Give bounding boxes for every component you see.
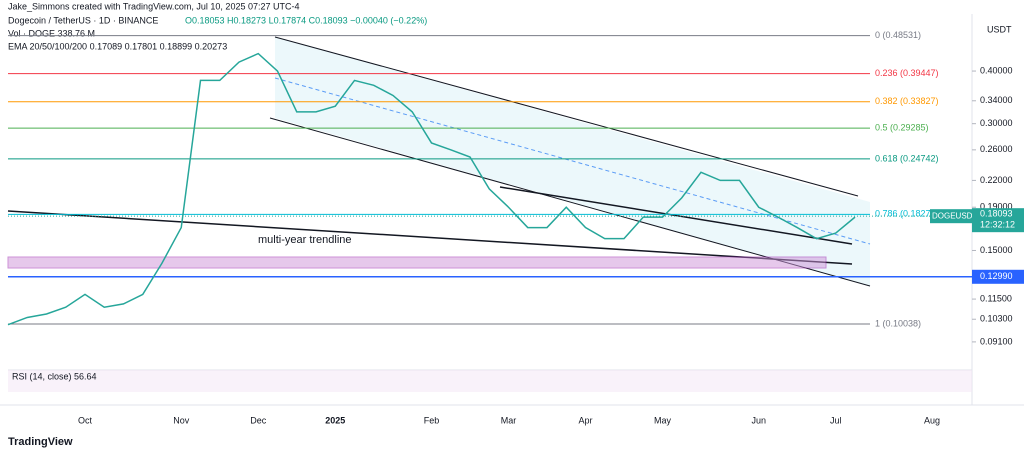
y-tick-label: 0.26000 — [980, 144, 1013, 154]
y-tick-label: 0.40000 — [980, 65, 1013, 75]
ohlc: O0.18053 H0.18273 L0.17874 C0.18093 −0.0… — [185, 15, 427, 25]
rsi-band — [8, 370, 972, 392]
ticker: DOGEUSDT — [932, 211, 977, 220]
fib-label: 1 (0.10038) — [875, 318, 921, 328]
channel-top — [274, 36, 859, 197]
trendline-2 — [499, 186, 853, 245]
y-tick-label: 0.22000 — [980, 175, 1013, 185]
fib-label: 0.618 (0.24742) — [875, 153, 939, 163]
annotation: multi-year trendline — [258, 234, 352, 246]
x-tick-label: Apr — [578, 415, 592, 425]
y-tick-label: 0.19000 — [980, 202, 1013, 212]
drawings — [7, 36, 871, 287]
credit: Jake_Simmons created with TradingView.co… — [8, 1, 299, 11]
price-line — [7, 52, 856, 326]
x-tick-label: Jul — [830, 415, 842, 425]
rsi: RSI (14, close) 56.64 — [12, 371, 97, 381]
x-tick-label: Nov — [173, 415, 190, 425]
symbol: Dogecoin / TetherUS · 1D · BINANCE — [8, 15, 158, 25]
brand: TradingView — [8, 436, 73, 448]
x-tick-label: 2025 — [325, 415, 345, 425]
ticker-tag — [930, 209, 972, 224]
x-tick-label: Feb — [424, 415, 440, 425]
x-tick-label: May — [654, 415, 672, 425]
x-tick-label: Aug — [924, 415, 940, 425]
y-tick-label: 0.15000 — [980, 245, 1013, 255]
x-tick-label: Dec — [250, 415, 267, 425]
support-tag — [972, 269, 1024, 284]
support-label: 0.12990 — [980, 271, 1013, 281]
y-tick-label: 0.10300 — [980, 314, 1013, 324]
y-tick-label: 0.30000 — [980, 118, 1013, 128]
x-tick-label: Jun — [751, 415, 766, 425]
price-tag — [972, 208, 1024, 233]
countdown: 12:32:12 — [980, 220, 1015, 230]
volume: Vol · DOGE 338.76 M — [8, 28, 95, 38]
y-tick-label: 0.34000 — [980, 95, 1013, 105]
fib-label: 0.786 (0.18276) — [875, 209, 939, 219]
fib-label: 0.5 (0.29285) — [875, 122, 929, 132]
trendline — [7, 210, 853, 265]
zone — [7, 256, 827, 269]
x-tick-label: Oct — [78, 415, 93, 425]
y-tick-label: 0.11500 — [980, 293, 1012, 303]
x-tick-label: Mar — [501, 415, 517, 425]
fib-label: 0 (0.48531) — [875, 30, 921, 40]
fib-label: 0.382 (0.33827) — [875, 96, 939, 106]
price-label: 0.18093 — [980, 209, 1013, 219]
y-tick-label: 0.09100 — [980, 336, 1013, 346]
currency: USDT — [987, 24, 1012, 34]
fib-label: 0.236 (0.39447) — [875, 68, 939, 78]
ema: EMA 20/50/100/200 0.17089 0.17801 0.1889… — [8, 41, 227, 51]
